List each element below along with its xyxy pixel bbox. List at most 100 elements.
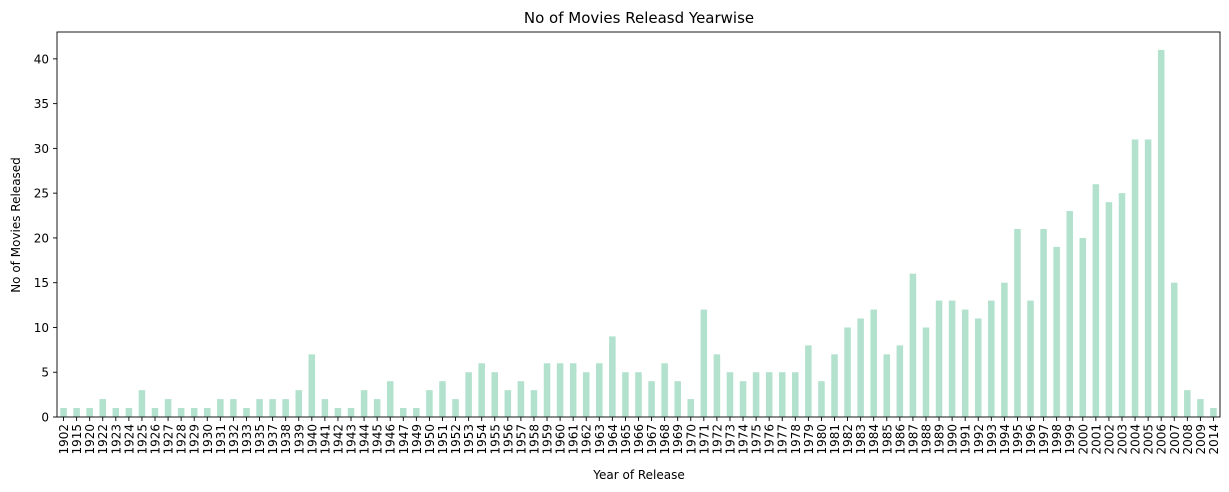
x-tick-label: 1993 [985,424,999,455]
bars-group [60,49,1217,417]
x-tick-label: 1928 [175,424,189,455]
bar-1944 [360,390,368,417]
bar-1925 [138,390,146,417]
x-tick-label: 1988 [919,424,933,455]
x-tick-label: 1960 [554,424,568,455]
x-tick-label: 1963 [593,424,607,455]
bar-2008 [1184,390,1191,417]
bar-1902 [60,408,67,417]
bar-1972 [713,354,721,417]
bar-1926 [151,408,159,417]
bar-2004 [1131,139,1139,417]
x-tick-label: 1946 [384,424,398,455]
x-tick-label: 1975 [750,424,764,455]
x-tick-label: 1935 [253,424,267,455]
x-tick-label: 2006 [1155,424,1169,455]
y-axis-label: No of Movies Released [9,157,23,293]
bar-1994 [1001,282,1008,417]
bar-1992 [974,318,982,417]
bar-1949 [413,408,420,417]
bar-1967 [648,381,655,417]
x-tick-label: 2002 [1102,424,1116,455]
x-tick-label: 1927 [162,424,176,455]
bar-1938 [282,399,289,417]
bar-1940 [308,354,316,417]
x-tick-label: 1941 [318,424,332,455]
bar-1937 [269,399,276,417]
x-tick-label: 1962 [580,424,594,455]
bar-1991 [961,309,969,417]
x-tick-label: 1970 [684,424,698,455]
x-tick-label: 1956 [501,424,515,455]
bar-1968 [661,363,668,417]
x-tick-label: 1979 [802,424,816,455]
x-tick-label: 1940 [305,424,319,455]
bar-1945 [373,399,381,417]
bar-1974 [739,381,747,417]
bar-1927 [164,399,172,417]
y-tick-label: 40 [34,52,49,66]
x-tick-label: 1915 [70,424,84,455]
x-tick-label: 1980 [815,424,829,455]
x-tick-label: 1964 [606,424,620,455]
x-tick-label: 1954 [475,424,489,455]
x-tick-label: 1922 [96,424,110,455]
x-tick-label: 1994 [998,424,1012,455]
x-tick-label: 1902 [57,424,71,455]
bar-1996 [1027,300,1034,417]
y-tick-label: 30 [34,142,49,156]
x-tick-label: 1995 [1011,424,1025,455]
x-tick-label: 1955 [488,424,502,455]
bar-2002 [1105,202,1113,417]
x-tick-label: 1976 [763,424,777,455]
x-tick-label: 1967 [645,424,659,455]
bar-1962 [582,372,590,417]
x-tick-label: 1992 [972,424,986,455]
bar-1980 [818,381,825,417]
x-tick-label: 1939 [292,424,306,455]
bar-2007 [1171,282,1178,417]
bar-1961 [569,363,577,417]
x-tick-label: 1987 [906,424,920,455]
bar-1970 [687,399,695,417]
bar-2001 [1092,184,1100,417]
bar-1981 [831,354,838,417]
bar-1959 [543,363,551,417]
bar-1982 [844,327,851,417]
bar-2014 [1210,408,1217,417]
x-tick-label: 1981 [828,424,842,455]
x-tick-label: 1972 [710,424,724,455]
x-tick-label: 1961 [567,424,581,455]
y-tick-label: 20 [34,231,49,245]
bar-1964 [609,336,616,417]
x-tick-label: 1969 [671,424,685,455]
x-tick-label: 1974 [737,424,751,455]
x-tick-label: 1932 [227,424,241,455]
x-tick-label: 1937 [266,424,280,455]
x-tick-label: 1957 [514,424,528,455]
x-tick-label: 1999 [1063,424,1077,455]
bar-1920 [86,408,93,417]
x-tick-label: 1938 [279,424,293,455]
bar-1976 [765,372,773,417]
x-tick-label: 1968 [658,424,672,455]
bar-1929 [190,408,198,417]
x-axis: 1902 1915 1920 1922 1923 1924 1925 1926 1927 1928… [57,417,1221,455]
x-tick-label: 1945 [371,424,385,455]
x-tick-label: 2003 [1115,424,1129,455]
y-axis: 0 5 10 15 20 25 30 35 40 [34,52,57,425]
bar-1977 [778,372,786,417]
bar-1973 [726,372,734,417]
x-tick-label: 1926 [149,424,163,455]
bar-1984 [870,309,877,417]
x-tick-label: 1931 [214,424,228,455]
x-tick-label: 2007 [1168,424,1182,455]
bar-1915 [73,408,80,417]
chart-title: No of Movies Releasd Yearwise [524,9,754,27]
bar-1923 [112,408,120,417]
bar-1933 [243,408,250,417]
x-tick-label: 1978 [789,424,803,455]
y-tick-label: 10 [34,321,49,335]
bar-1957 [517,381,525,417]
x-tick-label: 1997 [1037,424,1051,455]
